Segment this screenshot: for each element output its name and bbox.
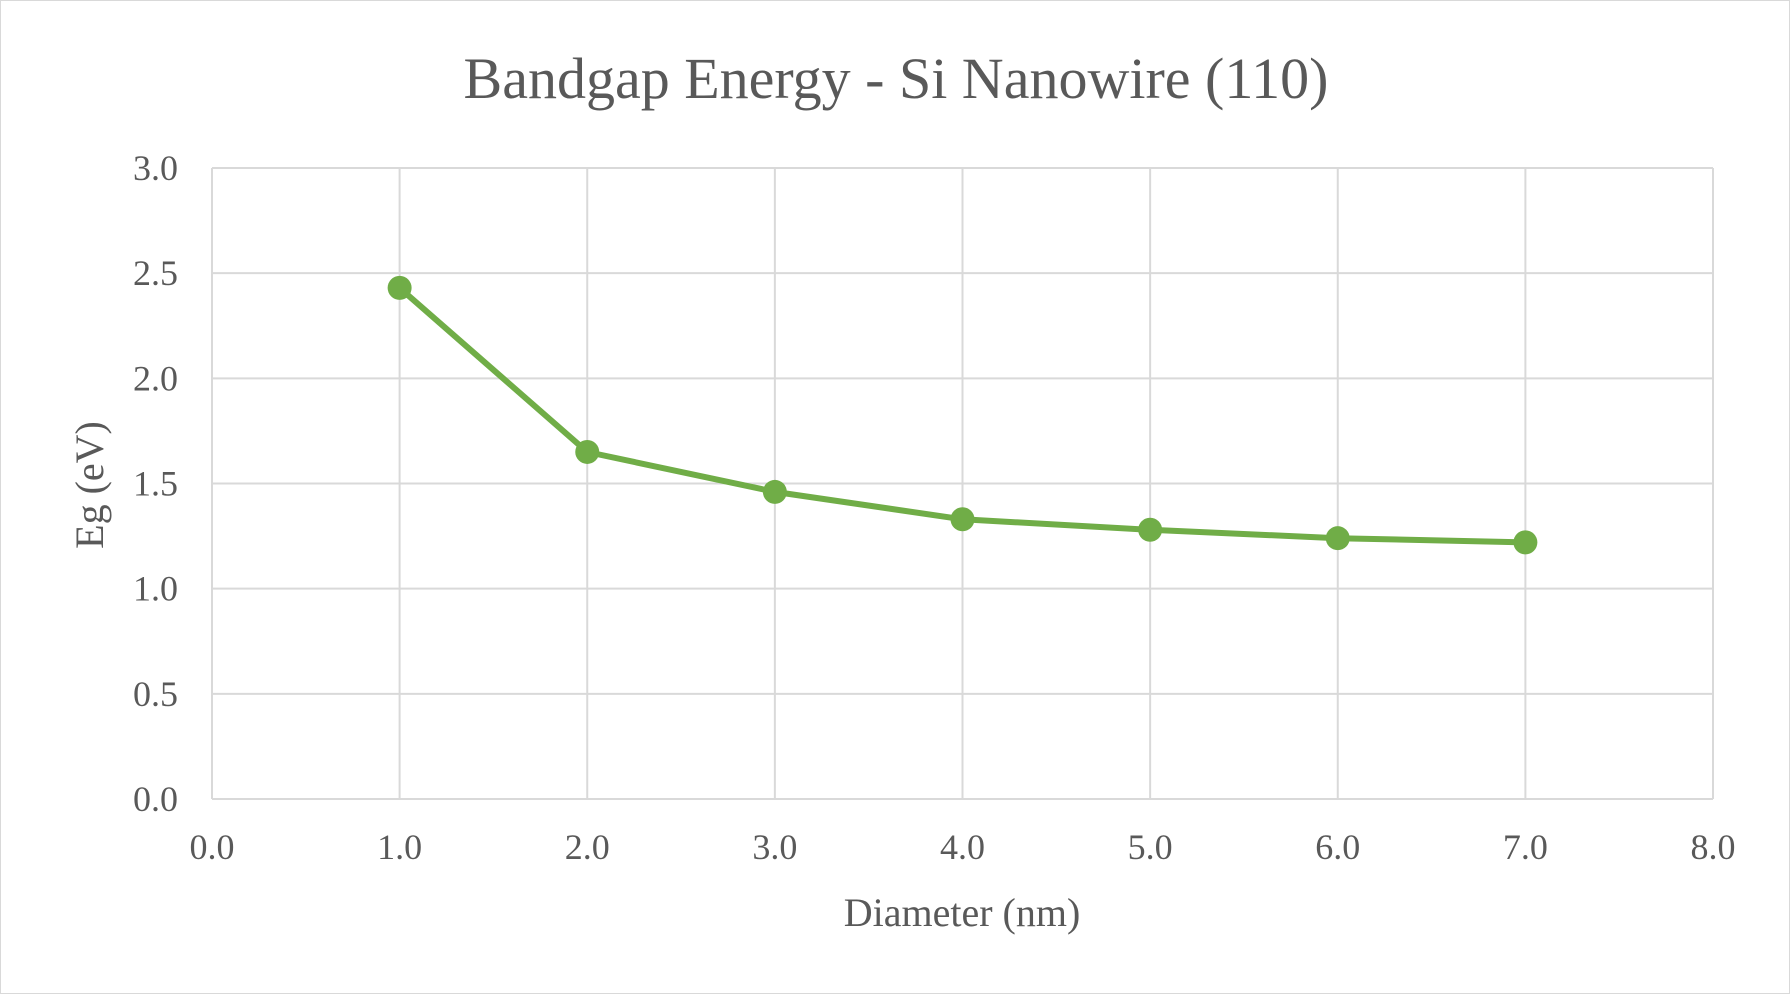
x-tick-label: 6.0 xyxy=(1315,827,1360,867)
data-point xyxy=(762,479,787,504)
grid-lines xyxy=(211,167,1714,800)
x-tick-label: 2.0 xyxy=(565,827,610,867)
x-tick-label: 0.0 xyxy=(190,827,235,867)
y-tick-label: 3.0 xyxy=(133,148,178,188)
x-tick-label: 8.0 xyxy=(1691,827,1736,867)
x-tick-label: 3.0 xyxy=(752,827,797,867)
data-point xyxy=(387,275,412,300)
x-tick-label: 4.0 xyxy=(940,827,985,867)
data-point xyxy=(1513,530,1538,555)
data-point xyxy=(950,507,975,532)
x-tick-label: 5.0 xyxy=(1128,827,1173,867)
y-tick-label: 0.0 xyxy=(133,779,178,819)
y-tick-label: 0.5 xyxy=(133,674,178,714)
x-tick-label: 1.0 xyxy=(377,827,422,867)
data-point xyxy=(1138,517,1163,542)
x-axis-tick-labels: 0.0 1.0 2.0 3.0 4.0 5.0 6.0 7.0 8.0 xyxy=(190,827,1736,867)
y-tick-label: 1.5 xyxy=(133,464,178,504)
data-point xyxy=(1325,526,1350,551)
y-tick-label: 1.0 xyxy=(133,569,178,609)
data-point xyxy=(575,439,600,464)
x-axis-title: Diameter (nm) xyxy=(844,890,1081,935)
chart-title: Bandgap Energy - Si Nanowire (110) xyxy=(464,46,1329,111)
x-tick-label: 7.0 xyxy=(1503,827,1548,867)
y-tick-label: 2.0 xyxy=(133,358,178,398)
y-axis-title: Eg (eV) xyxy=(67,421,112,549)
y-tick-label: 2.5 xyxy=(133,253,178,293)
y-axis-tick-labels: 0.0 0.5 1.0 1.5 2.0 2.5 3.0 xyxy=(133,148,178,819)
series-layer xyxy=(387,275,1538,555)
